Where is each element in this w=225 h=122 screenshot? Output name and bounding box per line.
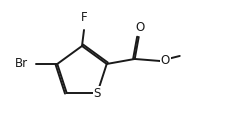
Text: Br: Br — [15, 57, 28, 71]
Text: F: F — [81, 11, 87, 24]
Text: O: O — [161, 54, 170, 67]
Text: S: S — [94, 86, 101, 100]
Text: O: O — [135, 21, 144, 34]
